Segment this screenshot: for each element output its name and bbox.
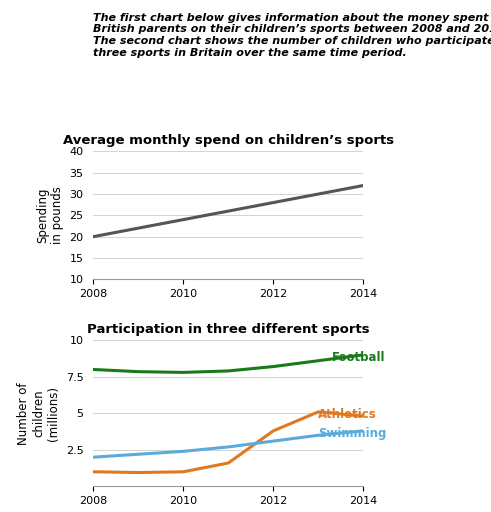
Y-axis label: Spending
in pounds: Spending in pounds xyxy=(36,186,64,244)
Text: Athletics: Athletics xyxy=(318,408,377,420)
Text: The first chart below gives information about the money spent by
British parents: The first chart below gives information … xyxy=(93,13,491,58)
Y-axis label: Number of
children
(millions): Number of children (millions) xyxy=(17,382,60,444)
Title: Participation in three different sports: Participation in three different sports xyxy=(87,323,370,336)
Title: Average monthly spend on children’s sports: Average monthly spend on children’s spor… xyxy=(63,135,394,147)
Text: Swimming: Swimming xyxy=(318,426,387,440)
Text: Football: Football xyxy=(332,351,385,364)
